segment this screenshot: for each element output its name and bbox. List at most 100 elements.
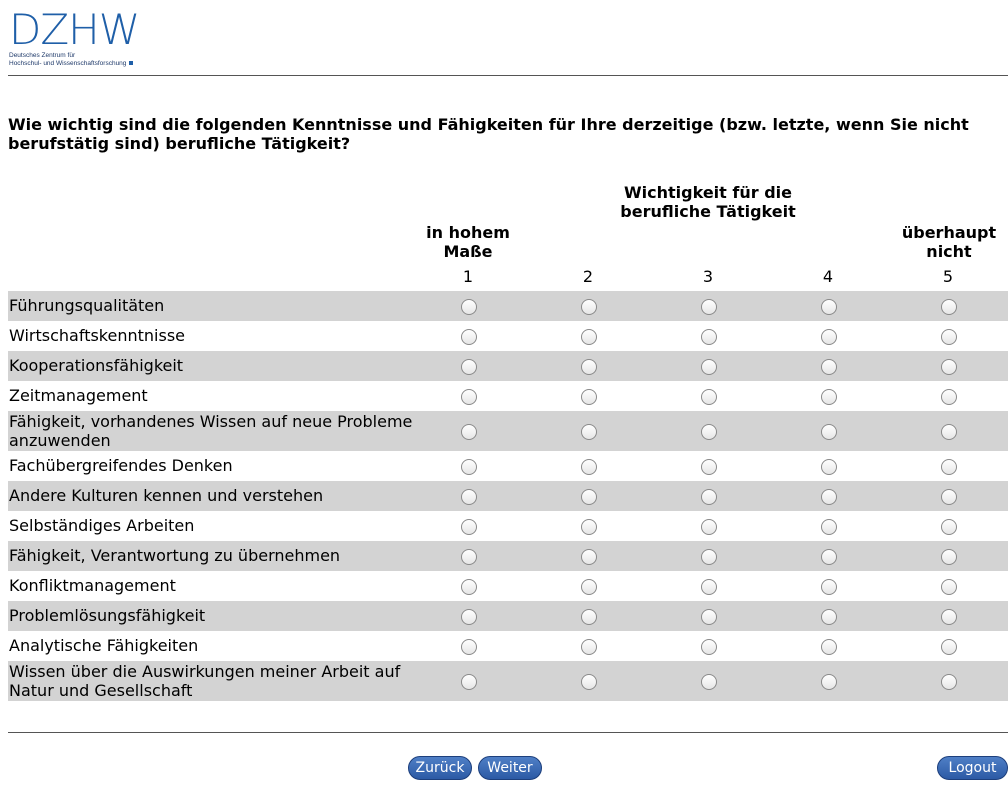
rating-radio-4[interactable] bbox=[821, 639, 837, 655]
back-button[interactable]: Zurück bbox=[408, 756, 472, 780]
matrix-row: Analytische Fähigkeiten bbox=[8, 631, 1008, 661]
rating-radio-4[interactable] bbox=[821, 359, 837, 375]
rating-radio-1[interactable] bbox=[461, 424, 477, 440]
rating-radio-1[interactable] bbox=[461, 489, 477, 505]
item-label: Führungsqualitäten bbox=[9, 296, 165, 315]
rating-radio-3[interactable] bbox=[701, 489, 717, 505]
rating-radio-5[interactable] bbox=[941, 579, 957, 595]
scale-right-anchor-line2: nicht bbox=[926, 242, 972, 261]
rating-radio-3[interactable] bbox=[701, 299, 717, 315]
rating-radio-5[interactable] bbox=[941, 519, 957, 535]
rating-radio-3[interactable] bbox=[701, 674, 717, 690]
item-label: Wirtschaftskenntnisse bbox=[9, 326, 185, 345]
rating-radio-2[interactable] bbox=[581, 359, 597, 375]
rating-radio-5[interactable] bbox=[941, 459, 957, 475]
matrix-row: Andere Kulturen kennen und verstehen bbox=[8, 481, 1008, 511]
rating-radio-1[interactable] bbox=[461, 389, 477, 405]
item-label: Kooperationsfähigkeit bbox=[9, 356, 184, 375]
rating-radio-4[interactable] bbox=[821, 329, 837, 345]
rating-radio-4[interactable] bbox=[821, 489, 837, 505]
rating-radio-3[interactable] bbox=[701, 579, 717, 595]
rating-radio-2[interactable] bbox=[581, 329, 597, 345]
rating-radio-4[interactable] bbox=[821, 579, 837, 595]
rating-radio-5[interactable] bbox=[941, 424, 957, 440]
rating-radio-4[interactable] bbox=[821, 389, 837, 405]
rating-radio-5[interactable] bbox=[941, 489, 957, 505]
logout-button[interactable]: Logout bbox=[937, 756, 1008, 780]
rating-radio-2[interactable] bbox=[581, 459, 597, 475]
rating-radio-3[interactable] bbox=[701, 424, 717, 440]
column-number-2: 2 bbox=[582, 267, 594, 286]
matrix-row: Selbständiges Arbeiten bbox=[8, 511, 1008, 541]
question-text: Wie wichtig sind die folgenden Kenntniss… bbox=[8, 115, 969, 153]
rating-radio-1[interactable] bbox=[461, 359, 477, 375]
rating-radio-1[interactable] bbox=[461, 329, 477, 345]
rating-radio-3[interactable] bbox=[701, 519, 717, 535]
scale-group-header-line2: berufliche Tätigkeit bbox=[620, 202, 796, 221]
logo-wordmark: DZHW bbox=[9, 5, 140, 54]
rating-radio-2[interactable] bbox=[581, 549, 597, 565]
rating-radio-5[interactable] bbox=[941, 299, 957, 315]
rating-radio-3[interactable] bbox=[701, 359, 717, 375]
rating-radio-2[interactable] bbox=[581, 674, 597, 690]
rating-radio-1[interactable] bbox=[461, 579, 477, 595]
logo-subtitle-line2-text: Hochschul- und Wissenschaftsforschung bbox=[9, 60, 127, 67]
rating-radio-1[interactable] bbox=[461, 459, 477, 475]
rating-radio-4[interactable] bbox=[821, 549, 837, 565]
column-number-4: 4 bbox=[822, 267, 834, 286]
matrix-row: Problemlösungsfähigkeit bbox=[8, 601, 1008, 631]
rating-radio-3[interactable] bbox=[701, 549, 717, 565]
scale-left-anchor-line2: Maße bbox=[443, 242, 493, 261]
rating-radio-3[interactable] bbox=[701, 639, 717, 655]
scale-group-header-line1: Wichtigkeit für die bbox=[624, 183, 792, 202]
rating-radio-3[interactable] bbox=[701, 609, 717, 625]
rating-radio-1[interactable] bbox=[461, 549, 477, 565]
rating-radio-3[interactable] bbox=[701, 329, 717, 345]
rating-radio-1[interactable] bbox=[461, 639, 477, 655]
rating-radio-4[interactable] bbox=[821, 299, 837, 315]
next-button[interactable]: Weiter bbox=[478, 756, 542, 780]
scale-right-anchor: überhaupt nicht bbox=[889, 223, 1008, 261]
rating-radio-3[interactable] bbox=[701, 459, 717, 475]
matrix-row: Fähigkeit, Verantwortung zu übernehmen bbox=[8, 541, 1008, 571]
matrix-row: Fachübergreifendes Denken bbox=[8, 451, 1008, 481]
rating-radio-4[interactable] bbox=[821, 519, 837, 535]
rating-radio-1[interactable] bbox=[461, 609, 477, 625]
matrix-row: Fähigkeit, vorhandenes Wissen auf neue P… bbox=[8, 411, 1008, 451]
rating-radio-2[interactable] bbox=[581, 519, 597, 535]
rating-radio-2[interactable] bbox=[581, 579, 597, 595]
item-label: Fähigkeit, vorhandenes Wissen auf neue P… bbox=[9, 412, 413, 450]
item-label: Zeitmanagement bbox=[9, 386, 148, 405]
rating-radio-5[interactable] bbox=[941, 549, 957, 565]
rating-radio-5[interactable] bbox=[941, 329, 957, 345]
rating-radio-4[interactable] bbox=[821, 674, 837, 690]
item-label: Fachübergreifendes Denken bbox=[9, 456, 233, 475]
matrix-row: Wissen über die Auswirkungen meiner Arbe… bbox=[8, 661, 1008, 701]
item-label: Fähigkeit, Verantwortung zu übernehmen bbox=[9, 546, 341, 565]
logo-subtitle-line2: Hochschul- und Wissenschaftsforschung bbox=[9, 60, 149, 68]
rating-radio-5[interactable] bbox=[941, 359, 957, 375]
rating-radio-5[interactable] bbox=[941, 639, 957, 655]
rating-radio-2[interactable] bbox=[581, 389, 597, 405]
rating-radio-5[interactable] bbox=[941, 389, 957, 405]
rating-radio-3[interactable] bbox=[701, 389, 717, 405]
rating-radio-5[interactable] bbox=[941, 609, 957, 625]
rating-radio-2[interactable] bbox=[581, 639, 597, 655]
column-number-5: 5 bbox=[942, 267, 954, 286]
matrix-row: Konfliktmanagement bbox=[8, 571, 1008, 601]
rating-radio-2[interactable] bbox=[581, 489, 597, 505]
rating-radio-2[interactable] bbox=[581, 424, 597, 440]
rating-radio-4[interactable] bbox=[821, 424, 837, 440]
rating-radio-2[interactable] bbox=[581, 299, 597, 315]
rating-radio-1[interactable] bbox=[461, 674, 477, 690]
rating-radio-5[interactable] bbox=[941, 674, 957, 690]
rating-radio-4[interactable] bbox=[821, 459, 837, 475]
scale-left-anchor: in hohem Maße bbox=[408, 223, 528, 261]
header-divider bbox=[8, 75, 1008, 76]
logo-square-icon bbox=[129, 61, 134, 66]
rating-radio-2[interactable] bbox=[581, 609, 597, 625]
rating-radio-4[interactable] bbox=[821, 609, 837, 625]
matrix-row: Zeitmanagement bbox=[8, 381, 1008, 411]
rating-radio-1[interactable] bbox=[461, 519, 477, 535]
rating-radio-1[interactable] bbox=[461, 299, 477, 315]
